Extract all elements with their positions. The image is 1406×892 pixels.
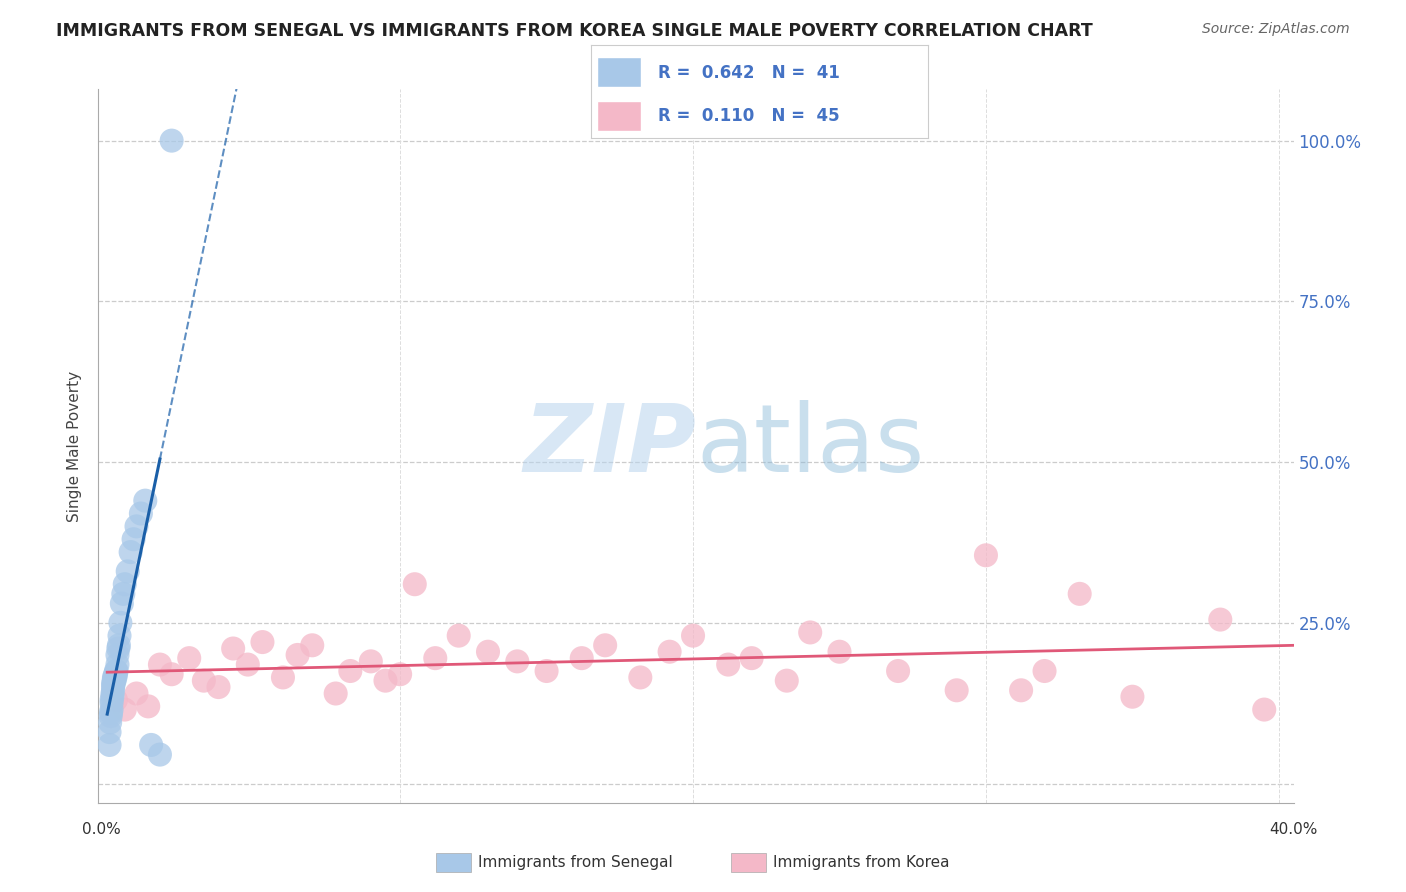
Point (717, 657, 740, 672)
Point (301, 638, 323, 652)
Point (1069, 587, 1091, 601)
Point (271, 670, 294, 684)
Point (799, 625, 821, 640)
Point (104, 667, 127, 681)
Point (628, 670, 651, 684)
Point (100, 709, 122, 723)
Point (129, 507, 152, 521)
Text: Immigrants from Senegal: Immigrants from Senegal (478, 855, 673, 870)
Text: R =  0.642   N =  41: R = 0.642 N = 41 (658, 63, 839, 82)
Point (100, 702, 122, 716)
Text: ZIP: ZIP (523, 400, 696, 492)
Point (101, 680, 124, 694)
Text: Source: ZipAtlas.com: Source: ZipAtlas.com (1202, 22, 1350, 37)
Point (105, 693, 128, 707)
Point (136, 699, 159, 714)
Point (1209, 613, 1232, 627)
Point (105, 667, 128, 681)
Point (120, 545, 142, 559)
Point (101, 690, 124, 704)
Point (571, 651, 593, 665)
Point (100, 696, 122, 710)
Point (110, 615, 132, 630)
Point (101, 677, 124, 691)
Point (207, 680, 229, 694)
Point (141, 738, 163, 752)
Point (103, 677, 125, 691)
Point (114, 577, 136, 591)
Point (103, 670, 125, 684)
Point (108, 638, 131, 652)
Point (122, 533, 145, 547)
Point (100, 706, 122, 720)
Point (98, 738, 121, 752)
Point (104, 670, 127, 684)
FancyBboxPatch shape (598, 57, 641, 87)
Point (1010, 683, 1032, 698)
Point (404, 577, 426, 591)
Point (287, 648, 309, 662)
Text: atlas: atlas (696, 400, 924, 492)
Point (1253, 702, 1275, 716)
Point (101, 686, 124, 700)
Point (103, 670, 125, 684)
Point (98, 725, 121, 739)
Point (100, 693, 122, 707)
Point (160, 134, 183, 148)
Point (339, 664, 361, 678)
Point (658, 645, 681, 659)
Point (112, 587, 135, 601)
Point (117, 565, 139, 579)
Point (103, 673, 125, 688)
Point (105, 664, 128, 678)
Point (389, 667, 412, 681)
Text: IMMIGRANTS FROM SENEGAL VS IMMIGRANTS FROM KOREA SINGLE MALE POVERTY CORRELATION: IMMIGRANTS FROM SENEGAL VS IMMIGRANTS FR… (56, 22, 1092, 40)
Point (477, 645, 499, 659)
Text: Immigrants from Korea: Immigrants from Korea (773, 855, 950, 870)
Point (125, 686, 148, 700)
Point (325, 686, 347, 700)
Text: 40.0%: 40.0% (1270, 822, 1317, 837)
Point (111, 597, 134, 611)
Point (593, 638, 616, 652)
Y-axis label: Single Male Poverty: Single Male Poverty (67, 370, 83, 522)
Point (149, 747, 172, 762)
Point (506, 654, 529, 668)
Point (1121, 690, 1143, 704)
Point (107, 657, 129, 672)
Point (828, 645, 851, 659)
Text: 0.0%: 0.0% (82, 822, 121, 837)
Point (222, 641, 245, 656)
Point (360, 654, 382, 668)
Point (107, 648, 129, 662)
Point (105, 664, 128, 678)
Point (101, 683, 124, 698)
Point (776, 673, 799, 688)
Point (160, 667, 183, 681)
Point (107, 641, 129, 656)
Point (374, 673, 396, 688)
Point (98, 715, 121, 730)
Point (536, 664, 558, 678)
Point (103, 673, 125, 688)
Point (1033, 664, 1056, 678)
Point (236, 657, 259, 672)
Point (125, 519, 148, 533)
Point (252, 635, 274, 649)
Point (447, 629, 470, 643)
Point (134, 493, 156, 508)
Point (179, 651, 201, 665)
Point (682, 629, 704, 643)
Point (425, 651, 447, 665)
Point (108, 629, 131, 643)
Point (945, 683, 967, 698)
Point (974, 549, 997, 563)
Point (741, 651, 763, 665)
Point (114, 702, 136, 716)
Point (193, 673, 215, 688)
Point (887, 664, 910, 678)
Point (149, 657, 172, 672)
FancyBboxPatch shape (598, 101, 641, 131)
Text: R =  0.110   N =  45: R = 0.110 N = 45 (658, 107, 839, 125)
